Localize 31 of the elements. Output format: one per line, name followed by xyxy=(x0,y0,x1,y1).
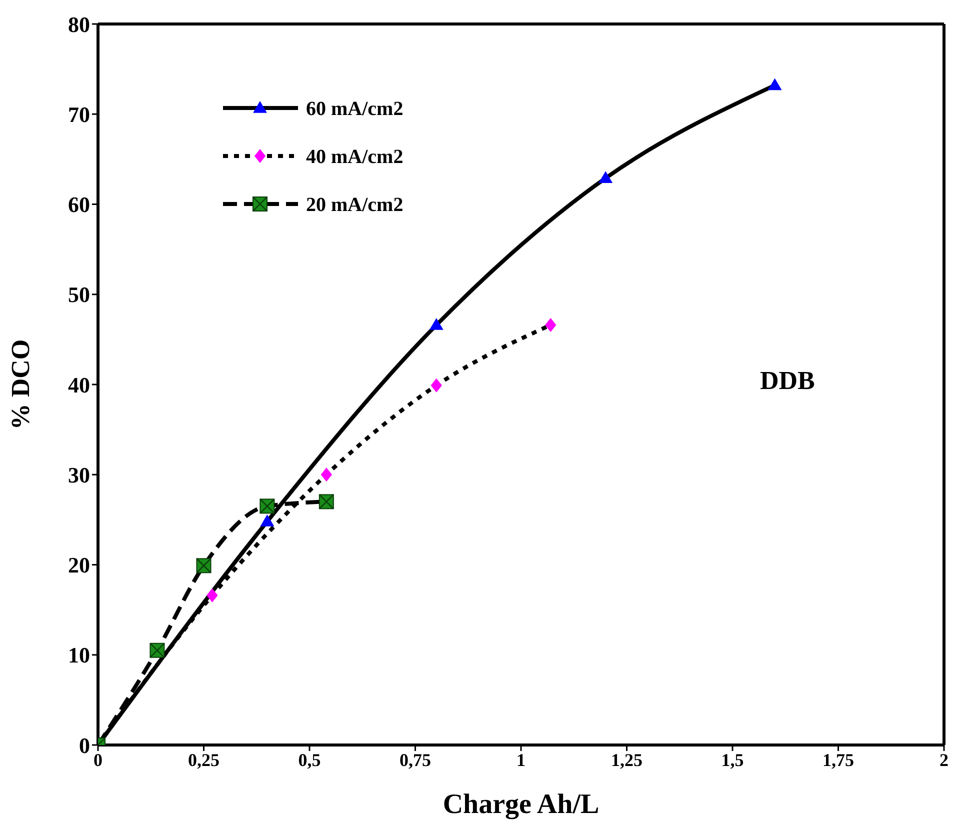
x-tick-label: 1,25 xyxy=(611,750,642,770)
point xyxy=(429,318,444,330)
point xyxy=(598,171,613,184)
x-tick-label: 1 xyxy=(516,750,526,770)
y-tick-label: 30 xyxy=(68,462,90,488)
point xyxy=(260,514,274,526)
y-tick-label: 80 xyxy=(68,12,90,37)
y-tick-label: 20 xyxy=(68,552,90,578)
legend-label: 20 mA/cm2 xyxy=(306,194,404,216)
point xyxy=(430,378,442,392)
x-tick-label: 1,5 xyxy=(721,750,744,770)
x-tick-label: 1,75 xyxy=(822,750,854,770)
point xyxy=(768,78,782,90)
y-axis-title: % DCO xyxy=(6,339,36,430)
x-tick-label: 0,25 xyxy=(188,750,220,770)
x-tick-label: 0,5 xyxy=(298,750,321,770)
legend-label: 60 mA/cm2 xyxy=(306,98,404,120)
y-tick-label: 60 xyxy=(68,192,90,218)
x-tick-label: 0,75 xyxy=(400,750,431,770)
y-tick-label: 40 xyxy=(68,372,90,398)
x-tick-label: 2 xyxy=(940,750,948,770)
point xyxy=(206,588,218,602)
point xyxy=(545,318,556,332)
y-tick-label: 50 xyxy=(68,282,90,308)
annotation: DDB xyxy=(760,366,815,396)
y-tick-label: 70 xyxy=(68,102,90,127)
legend-label: 40 mA/cm2 xyxy=(306,146,404,168)
y-tick-label: 10 xyxy=(68,642,90,668)
x-tick-label: 0 xyxy=(94,750,102,770)
point xyxy=(320,468,332,482)
x-axis-title: Charge Ah/L xyxy=(442,789,600,820)
